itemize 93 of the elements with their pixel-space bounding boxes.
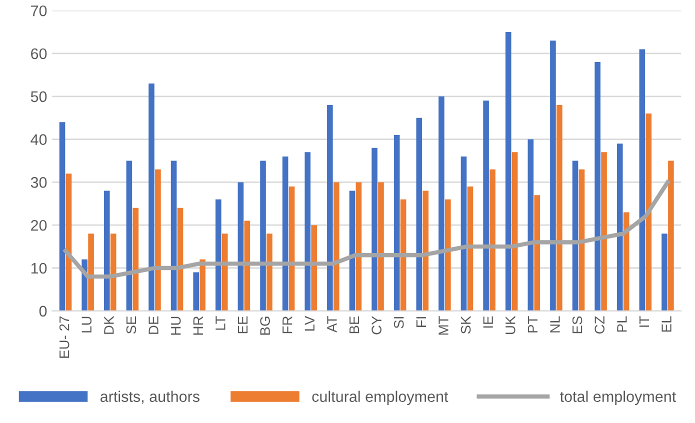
bar [594,62,600,311]
bar [327,104,333,311]
x-tick-label: MT [438,316,448,335]
x-tick-label: PL [617,316,627,332]
bar [556,104,562,311]
x-tick-label: IT [639,316,650,327]
x-tick-label: EE [238,316,248,334]
x-tick-label: NL [550,316,560,332]
x-tick-label: DE [148,316,158,334]
x-tick-label: UK [506,316,516,334]
bar [572,160,578,311]
x-tick-label: BG [260,316,270,335]
x-tick-label: LV [304,316,314,331]
bar [66,174,72,311]
bar [578,169,585,311]
bar [132,208,139,311]
x-tick-label: SE [126,316,136,334]
bar [59,122,66,311]
bar [422,190,429,311]
bar [104,190,110,311]
bar [311,225,317,311]
x-tick-label: CY [372,316,382,334]
bar [222,234,228,311]
bar [193,272,199,311]
bar [668,160,674,311]
bar [662,234,668,311]
bar [148,84,154,311]
x-tick-label: FR [282,316,292,334]
x-tick-label: FI [416,317,426,327]
line-series [63,180,670,279]
x-tick-label: PT [528,316,538,332]
bar [126,160,132,311]
legend-label: cultural employment [312,390,448,406]
x-tick-label: CZ [594,316,605,334]
bar [416,118,422,311]
y-tick-label: 60 [31,48,47,60]
bar [512,152,518,311]
x-tick-label: LT [216,316,226,330]
x-tick-label: DK [104,316,114,334]
bar [238,182,244,311]
x-tick-label: LU [82,316,92,332]
bar [616,144,623,311]
bar [534,195,540,311]
x-tick-label: HR [193,316,203,335]
y-tick-label: 30 [30,177,47,188]
y-tick-label: 10 [31,262,47,274]
bar [349,190,356,311]
bar [445,199,451,311]
bar [467,186,474,311]
y-tick-label: 20 [31,220,47,231]
y-tick-label: 70 [31,5,47,16]
bar [304,152,311,311]
bar [623,212,630,311]
bar [333,182,340,311]
x-tick-label: AT [327,316,337,332]
x-tick-label: ES [572,316,582,334]
bar [155,169,161,311]
bar [528,139,534,311]
legend-label: total employment [560,390,676,406]
bar [266,234,272,311]
y-tick-label: 50 [30,91,47,102]
bar [646,114,652,311]
bar [483,100,489,311]
x-tick-label: BE [349,316,360,334]
x-tick-label: IE [483,316,493,328]
bar [639,49,646,311]
bar [260,160,266,311]
y-tick-label: 0 [39,306,47,317]
bar [170,160,177,311]
bar [282,156,288,311]
bar [200,259,206,311]
bar [177,208,184,311]
bar [438,96,444,311]
legend-label: artists, authors [100,390,200,404]
x-tick-label: EL [662,316,672,332]
x-tick-label: EU- 27 [59,316,70,358]
bar [356,182,362,311]
bar [394,134,400,311]
bar [288,186,295,311]
bar [490,169,496,311]
bar [400,199,406,311]
bar [460,156,467,311]
bar [88,234,94,311]
x-tick-label: HU [171,316,181,335]
x-tick-label: SI [394,317,404,328]
bar [601,152,607,311]
bar [216,199,222,311]
x-tick-label: SK [460,316,471,334]
bar [372,148,378,311]
bar [550,40,556,311]
bar [378,182,384,311]
y-tick-label: 40 [30,134,47,145]
bar [505,32,512,311]
